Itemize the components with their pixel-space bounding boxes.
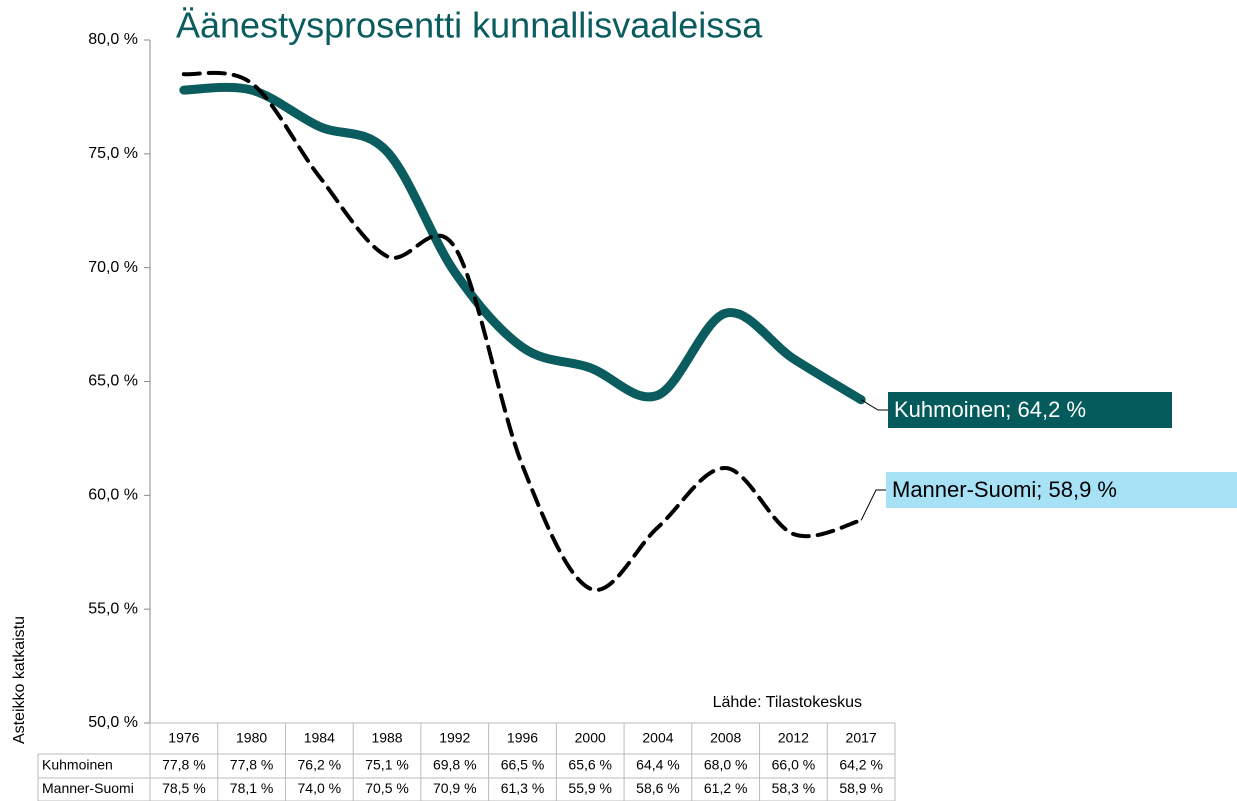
table-cell: 64,2 % bbox=[839, 757, 883, 773]
table-cell: 78,5 % bbox=[162, 780, 206, 796]
table-row-label: Kuhmoinen bbox=[42, 757, 113, 773]
line-series bbox=[179, 82, 866, 405]
table-cell: 61,2 % bbox=[704, 780, 748, 796]
source: Lähde: Tilastokeskus bbox=[713, 694, 862, 711]
x-tick-label: 1992 bbox=[439, 730, 470, 746]
x-tick-label: 2012 bbox=[778, 730, 809, 746]
table-cell: 58,3 % bbox=[772, 780, 816, 796]
end-label: Manner-Suomi; 58,9 % bbox=[892, 477, 1117, 502]
y-tick-label: 50,0 % bbox=[88, 714, 138, 731]
leader-line bbox=[860, 399, 888, 411]
end-label: Kuhmoinen; 64,2 % bbox=[894, 397, 1086, 422]
table-cell: 65,6 % bbox=[568, 757, 612, 773]
y-tick-label: 60,0 % bbox=[88, 487, 138, 504]
y-tick-label: 55,0 % bbox=[88, 600, 138, 617]
x-tick-label: 1976 bbox=[168, 730, 199, 746]
table-row-label: Manner-Suomi bbox=[42, 780, 134, 796]
x-tick-label: 2008 bbox=[710, 730, 741, 746]
table-cell: 74,0 % bbox=[298, 780, 342, 796]
end-label-box bbox=[886, 472, 1237, 508]
x-tick-label: 1984 bbox=[304, 730, 335, 746]
table-cell: 77,8 % bbox=[230, 757, 274, 773]
table-cell: 66,5 % bbox=[501, 757, 545, 773]
y-tick-label: 70,0 % bbox=[88, 259, 138, 276]
x-tick-label: 1980 bbox=[236, 730, 267, 746]
y-tick-label: 65,0 % bbox=[88, 373, 138, 390]
table-cell: 58,9 % bbox=[839, 780, 883, 796]
x-tick-label: 2017 bbox=[846, 730, 877, 746]
y-tick-label: 75,0 % bbox=[88, 145, 138, 162]
x-tick-label: 2000 bbox=[575, 730, 606, 746]
x-tick-label: 1996 bbox=[507, 730, 538, 746]
leader-line bbox=[860, 489, 886, 521]
table-cell: 76,2 % bbox=[298, 757, 342, 773]
y-axis-label: Asteikko katkaistu bbox=[11, 616, 28, 744]
x-tick-label: 2004 bbox=[642, 730, 673, 746]
end-label-box bbox=[888, 392, 1172, 428]
table-cell: 69,8 % bbox=[433, 757, 477, 773]
table-cell: 61,3 % bbox=[501, 780, 545, 796]
table-cell: 68,0 % bbox=[704, 757, 748, 773]
line-series bbox=[181, 70, 864, 592]
x-tick-label: 1988 bbox=[371, 730, 402, 746]
table-cell: 75,1 % bbox=[365, 757, 409, 773]
y-tick-label: 80,0 % bbox=[88, 31, 138, 48]
table-cell: 55,9 % bbox=[568, 780, 612, 796]
table-cell: 66,0 % bbox=[772, 757, 816, 773]
table-cell: 70,5 % bbox=[365, 780, 409, 796]
table-cell: 70,9 % bbox=[433, 780, 477, 796]
table-cell: 64,4 % bbox=[636, 757, 680, 773]
table-cell: 78,1 % bbox=[230, 780, 274, 796]
table-cell: 58,6 % bbox=[636, 780, 680, 796]
table-cell: 77,8 % bbox=[162, 757, 206, 773]
chart-title: Äänestysprosentti kunnallisvaaleissa bbox=[176, 5, 763, 46]
